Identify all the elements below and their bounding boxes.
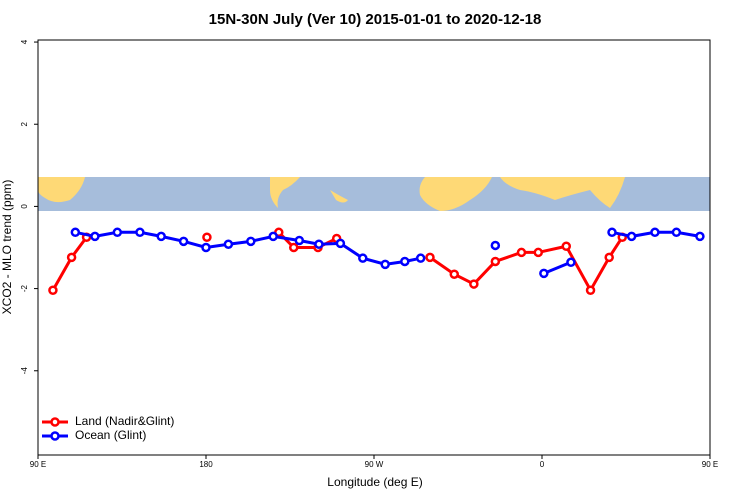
data-point <box>156 231 166 242</box>
data-point <box>585 285 596 295</box>
legend-marker <box>50 417 60 427</box>
data-point <box>48 285 58 295</box>
y-tick-label: -2 <box>20 284 29 292</box>
y-tick-label: 2 <box>20 121 29 126</box>
data-point <box>516 247 527 258</box>
y-axis-label: XCO2 - MLO trend (ppm) <box>0 180 14 315</box>
x-tick-label: 0 <box>540 460 545 469</box>
map-strip <box>38 177 710 211</box>
data-point <box>561 241 572 252</box>
y-tick-label: 4 <box>20 39 29 44</box>
data-point <box>268 231 278 242</box>
y-tick-label: 0 <box>20 204 29 209</box>
data-point <box>626 231 637 242</box>
data-point <box>294 235 305 246</box>
data-point <box>202 232 212 242</box>
plot-frame <box>37 39 711 456</box>
data-point <box>288 242 299 253</box>
data-point <box>358 253 368 263</box>
data-point <box>449 269 460 279</box>
data-point <box>415 253 426 263</box>
data-point <box>112 227 123 238</box>
data-point <box>469 279 479 289</box>
data-point <box>607 227 617 238</box>
series-line <box>543 260 572 275</box>
data-point <box>604 252 614 263</box>
data-point <box>70 227 81 238</box>
data-point <box>201 242 211 253</box>
data-point <box>490 256 501 267</box>
data-point <box>223 239 234 249</box>
data-point <box>490 240 501 251</box>
data-point <box>246 236 256 247</box>
data-point <box>335 238 346 249</box>
data-point <box>425 252 435 263</box>
series-line <box>51 236 88 291</box>
data-point <box>380 259 390 270</box>
data-point <box>671 227 682 238</box>
data-point <box>314 239 324 249</box>
x-tick-label: 90 E <box>702 460 718 469</box>
data-point <box>135 227 145 238</box>
data-point <box>650 227 660 238</box>
legend-label: Ocean (Glint) <box>75 428 146 442</box>
data-point <box>539 268 549 279</box>
data-point <box>566 257 576 268</box>
data-point <box>400 256 410 267</box>
data-point <box>178 236 189 247</box>
x-tick-label: 180 <box>199 460 213 469</box>
data-point <box>90 231 100 242</box>
chart-title: 15N-30N July (Ver 10) 2015-01-01 to 2020… <box>209 11 542 28</box>
series-line <box>429 236 624 294</box>
x-axis-label: Longitude (deg E) <box>327 475 422 489</box>
data-point <box>533 247 544 258</box>
x-tick-label: 90 W <box>365 460 384 469</box>
series-line <box>75 230 421 266</box>
data-point <box>695 231 705 242</box>
legend-label: Land (Nadir&Glint) <box>75 414 174 428</box>
y-tick-label: -4 <box>20 367 29 375</box>
legend-marker <box>50 431 60 441</box>
data-point <box>66 252 77 263</box>
x-tick-label: 90 E <box>30 460 46 469</box>
